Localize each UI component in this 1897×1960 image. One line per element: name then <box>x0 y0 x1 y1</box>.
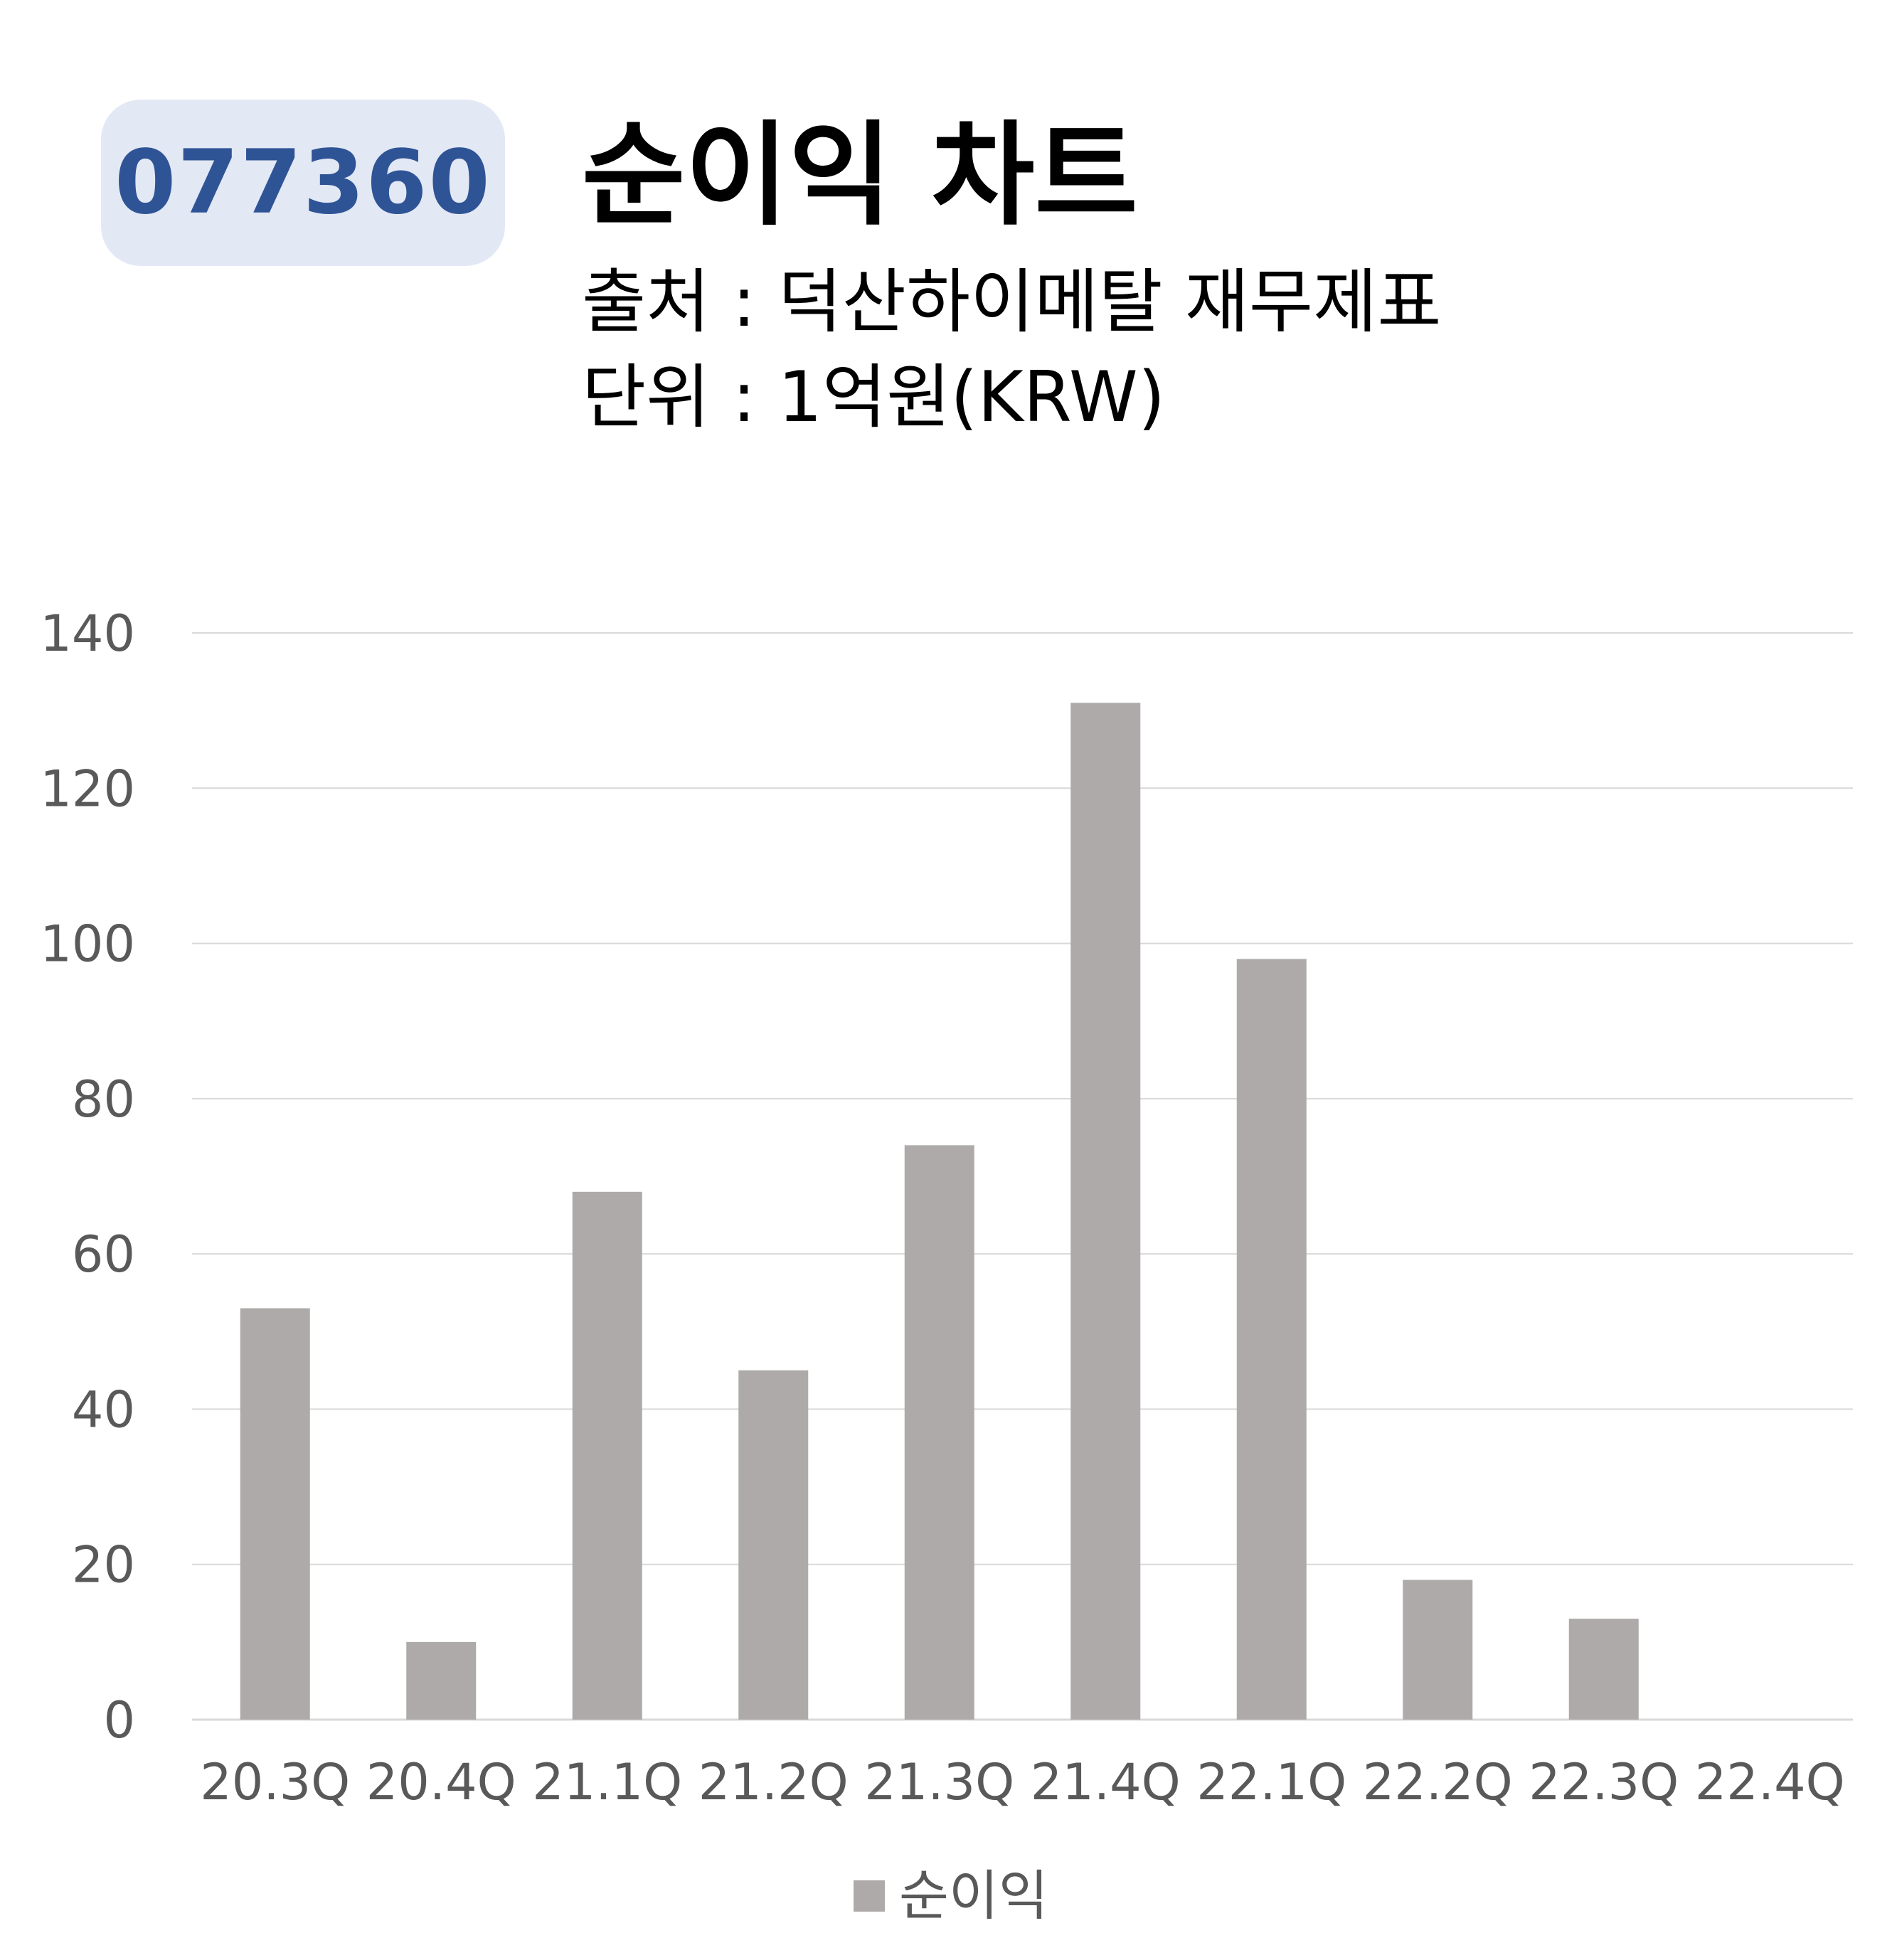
bar <box>1568 1619 1639 1720</box>
x-tick-label: 20.4Q <box>366 1753 516 1811</box>
y-tick-label: 80 <box>72 1070 135 1129</box>
y-tick-label: 0 <box>103 1691 135 1749</box>
x-tick-label: 22.1Q <box>1196 1753 1346 1811</box>
ticker-badge: 077360 <box>101 100 505 266</box>
x-tick-label: 22.3Q <box>1529 1753 1679 1811</box>
bar <box>738 1370 809 1720</box>
bar <box>572 1191 642 1720</box>
bar <box>1070 703 1141 1720</box>
x-tick-label: 21.1Q <box>532 1753 682 1811</box>
bar <box>1403 1580 1473 1720</box>
y-tick-label: 20 <box>72 1536 135 1594</box>
x-tick-label: 22.4Q <box>1695 1753 1845 1811</box>
legend-label: 순이익 <box>899 1864 1048 1927</box>
legend: 순이익 <box>854 1864 1048 1927</box>
y-axis-ticks: 0 20 40 60 80 100 120 140 <box>40 604 135 1749</box>
y-tick-label: 140 <box>40 604 135 663</box>
bars <box>240 703 1639 1720</box>
chart-title: 순이익 차트 <box>582 110 1138 241</box>
x-axis-ticks: 20.3Q 20.4Q 21.1Q 21.2Q 21.3Q 21.4Q 22.1Q 22.2Q… <box>200 1753 1844 1811</box>
bar <box>406 1641 477 1720</box>
chart-source: 출처 : 덕산하이메탈 재무제표 <box>582 262 1442 343</box>
x-tick-label: 21.3Q <box>864 1753 1014 1811</box>
x-tick-label: 22.2Q <box>1363 1753 1513 1811</box>
bar <box>1236 959 1307 1720</box>
y-tick-label: 40 <box>72 1380 135 1439</box>
legend-swatch <box>854 1880 885 1912</box>
y-tick-label: 60 <box>72 1225 135 1284</box>
x-tick-label: 21.2Q <box>698 1753 849 1811</box>
y-tick-label: 100 <box>40 915 135 974</box>
x-tick-label: 20.3Q <box>200 1753 350 1811</box>
x-tick-label: 21.4Q <box>1031 1753 1181 1811</box>
grid-lines <box>192 632 1853 1721</box>
y-tick-label: 120 <box>40 760 135 818</box>
chart-unit: 단위 : 1억원(KRW) <box>582 357 1166 438</box>
ticker-code: 077360 <box>115 132 491 234</box>
bar <box>240 1308 310 1720</box>
bar <box>904 1145 974 1720</box>
